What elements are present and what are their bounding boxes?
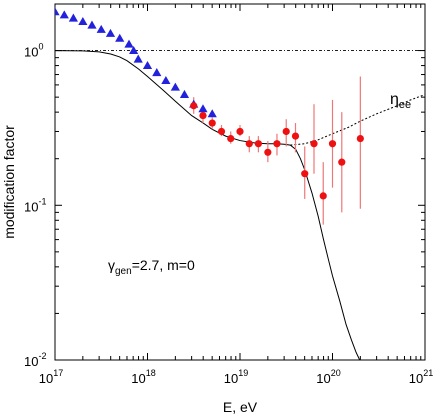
circle-data-point [301, 170, 309, 178]
curves [55, 50, 425, 360]
circle-data-point [338, 158, 346, 166]
circle-data-point [254, 140, 262, 148]
eta-subscript: ee [399, 99, 411, 111]
y-tick-label: 10-2 [24, 351, 46, 369]
x-tick-exponent: 17 [53, 368, 63, 378]
y-tick-label: 100 [24, 42, 43, 60]
triangle-data-point [78, 16, 88, 26]
circle-data-point [227, 134, 235, 143]
triangle-data-point [129, 45, 139, 55]
triangle-data-point [142, 60, 153, 70]
x-tick-exponent: 20 [331, 368, 341, 378]
circle-data-point [236, 127, 244, 136]
circle-data-point [264, 148, 272, 156]
triangle-data-point [170, 82, 180, 91]
triangle-data-point [55, 7, 60, 16]
model-curve-solid [55, 50, 361, 360]
circle-data-point [328, 140, 337, 148]
x-tick-exponent: 19 [238, 368, 248, 378]
x-tick-base: 10 [131, 371, 145, 386]
circle-data-point [356, 134, 364, 143]
data-markers [55, 7, 364, 200]
parameter-annotation: γgen=2.7, m=0 [108, 257, 195, 277]
x-tick-base: 10 [224, 371, 238, 386]
circle-data-point [319, 192, 327, 200]
y-tick-label: 10-1 [24, 196, 46, 214]
y-tick-base: 10 [24, 199, 38, 214]
y-tick-base: 10 [24, 45, 38, 60]
gamma-subscript: gen [115, 266, 132, 277]
axis-ticks [54, 3, 426, 361]
triangle-data-point [207, 109, 217, 118]
triangle-data-point [87, 20, 97, 29]
y-tick-exponent: 0 [38, 42, 43, 52]
x-tick-label: 1017 [39, 368, 63, 386]
x-axis-label: E, eV [223, 399, 258, 415]
circle-data-point [199, 111, 207, 120]
curve-label: ηee [390, 91, 411, 111]
circle-data-point [273, 140, 281, 148]
x-tick-label: 1018 [131, 368, 155, 386]
triangle-data-point [68, 13, 78, 22]
plot-border [54, 3, 426, 361]
y-tick-exponent: -1 [38, 196, 46, 206]
triangle-data-point [124, 39, 134, 48]
triangle-data-point [96, 24, 106, 33]
y-tick-exponent: -2 [38, 351, 46, 361]
x-tick-label: 1021 [409, 368, 433, 386]
circle-data-point [217, 127, 226, 136]
plot-frame [54, 3, 426, 361]
x-tick-label: 1019 [224, 368, 248, 386]
x-tick-exponent: 18 [146, 368, 156, 378]
x-tick-base: 10 [39, 371, 53, 386]
circle-data-point [245, 140, 253, 148]
triangle-data-point [198, 104, 208, 113]
triangle-data-point [152, 68, 162, 77]
triangle-data-point [133, 54, 143, 63]
circle-data-point [190, 102, 198, 110]
y-tick-base: 10 [24, 354, 38, 369]
x-tick-label: 1020 [316, 368, 340, 386]
triangle-data-point [59, 10, 69, 19]
circle-data-point [282, 127, 290, 136]
triangle-data-point [105, 28, 116, 37]
circle-data-point [291, 132, 300, 140]
x-tick-base: 10 [409, 371, 423, 386]
error-bars [193, 76, 361, 225]
x-tick-exponent: 21 [423, 368, 433, 378]
circle-data-point [208, 119, 216, 127]
gamma-symbol: γ [108, 257, 115, 273]
triangle-data-point [179, 89, 190, 98]
x-tick-base: 10 [316, 371, 330, 386]
eta-symbol: η [390, 91, 399, 108]
triangle-data-point [161, 75, 171, 85]
parameter-values: =2.7, m=0 [132, 257, 195, 273]
triangle-data-point [115, 33, 125, 42]
y-axis-label: modification factor [1, 125, 17, 239]
circle-data-point [310, 140, 318, 148]
